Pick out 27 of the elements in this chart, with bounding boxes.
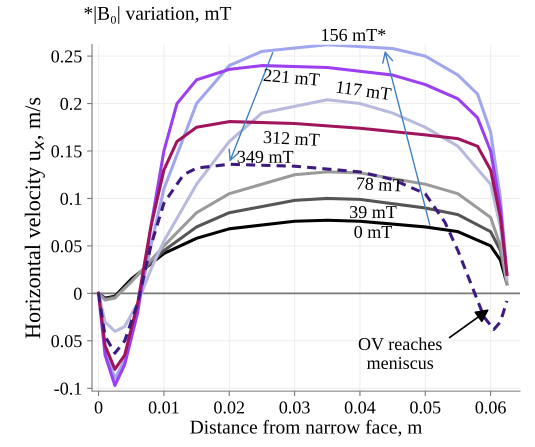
series-label: 156 mT* — [322, 28, 386, 42]
y-tick-label: 0.2 — [60, 98, 82, 110]
y-tick-label: 0.05 — [51, 335, 82, 348]
y-tick-label: 0 — [74, 288, 82, 300]
y-tick-label: 0.25 — [51, 50, 82, 63]
annotation: OV reaches meniscus — [358, 337, 442, 370]
y-axis-title: Horizontal velocity u$_{x}$, m/s — [24, 98, 45, 338]
x-tick-label: 0.05 — [410, 401, 440, 414]
x-tick-label: 0.06 — [476, 401, 506, 414]
x-axis-title: Distance from narrow face, m — [190, 420, 422, 436]
x-tick-label: 0 — [94, 401, 102, 414]
series-label: 312 mT — [264, 131, 320, 146]
y-tick-label: 0.1 — [60, 192, 82, 205]
y-tick-label: -0.1 — [54, 382, 82, 395]
series-label: 349 mT — [238, 150, 294, 163]
x-tick-label: 0.02 — [214, 401, 244, 414]
series-label: 39 mT — [350, 206, 397, 218]
chart-title: *|B₀| variation, mT — [84, 6, 232, 24]
x-tick-label: 0.01 — [148, 401, 179, 414]
y-tick-label: 0.05 — [51, 240, 82, 252]
series-label: 0 mT — [354, 226, 392, 238]
series-label: 221 mT — [264, 68, 320, 86]
series-label: 78 mT — [356, 177, 404, 192]
x-tick-label: 0.04 — [344, 401, 376, 414]
x-tick-label: 0.03 — [279, 401, 310, 414]
text: 117 mT — [336, 80, 392, 100]
y-tick-label: 0.15 — [51, 145, 82, 158]
